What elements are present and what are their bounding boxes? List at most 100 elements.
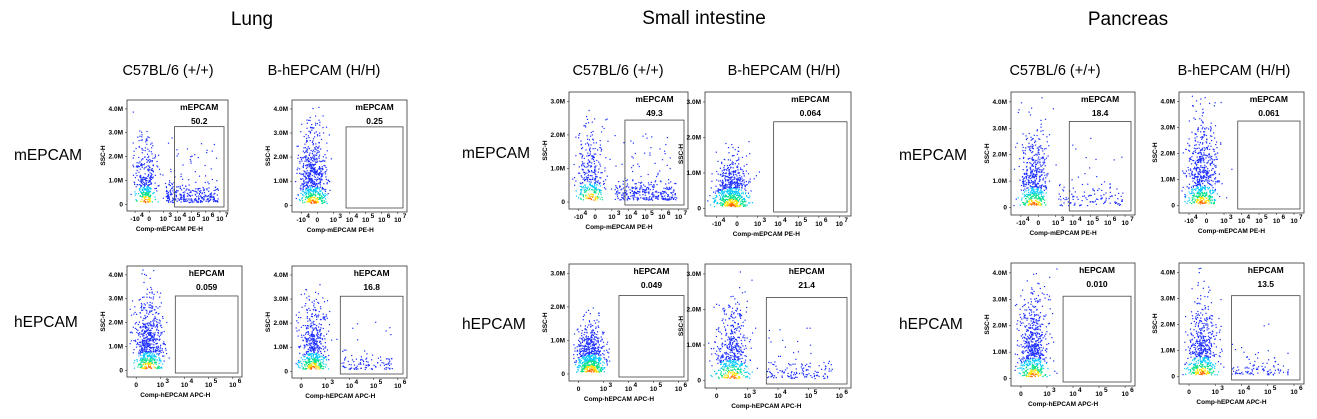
event-dot: [176, 155, 178, 157]
event-dot: [306, 189, 309, 191]
event-dot: [740, 204, 742, 206]
x-tick-exponent: 6: [403, 379, 407, 386]
event-dot: [739, 327, 742, 330]
event-dot: [295, 197, 297, 200]
x-tick-label: -10: [130, 216, 140, 223]
event-dot: [305, 155, 307, 157]
event-dot: [644, 185, 646, 187]
event-dot: [210, 192, 212, 194]
event-dot: [595, 178, 597, 180]
event-dot: [732, 320, 734, 322]
event-dot: [602, 364, 604, 366]
event-dot: [597, 331, 599, 333]
event-dot: [145, 330, 147, 332]
event-dot: [722, 359, 724, 361]
event-dot: [312, 193, 315, 195]
event-dot: [305, 141, 308, 143]
event-dot: [142, 191, 145, 193]
event-dot: [150, 362, 152, 364]
event-dot: [652, 196, 654, 198]
event-dot: [667, 195, 669, 198]
event-dot: [591, 134, 593, 136]
event-dot: [141, 341, 143, 343]
event-dot: [580, 140, 582, 142]
event-dot: [309, 361, 311, 363]
event-dot: [583, 340, 585, 342]
event-dot: [141, 200, 143, 202]
event-dot: [317, 358, 319, 360]
event-dot: [317, 198, 319, 200]
event-dot: [200, 200, 202, 202]
event-dot: [597, 339, 599, 341]
event-dot: [154, 174, 156, 176]
event-dot: [644, 192, 646, 194]
event-dot: [145, 353, 147, 355]
event-dot: [163, 330, 165, 333]
event-dot: [158, 154, 160, 156]
event-dot: [151, 355, 153, 357]
event-dot: [667, 198, 669, 200]
event-dot: [737, 182, 739, 184]
event-dot: [146, 340, 148, 342]
event-dot: [725, 358, 727, 360]
event-dot: [584, 171, 586, 173]
event-dot: [157, 347, 159, 349]
event-dot: [585, 342, 587, 344]
event-dot: [305, 167, 308, 169]
event-dot: [672, 194, 674, 196]
event-dot: [588, 371, 590, 373]
event-dot: [640, 185, 642, 187]
event-dot: [735, 309, 737, 312]
event-dot: [158, 185, 160, 187]
event-dot: [158, 357, 160, 359]
event-dot: [307, 320, 309, 322]
event-dot: [314, 306, 316, 309]
event-dot: [163, 355, 165, 357]
event-dot: [311, 338, 313, 340]
event-dot: [584, 345, 587, 347]
event-dot: [730, 180, 732, 182]
event-dot: [311, 194, 313, 197]
event-dot: [138, 171, 140, 173]
event-dot: [580, 366, 582, 368]
event-dot: [645, 199, 647, 201]
event-dot: [169, 199, 171, 201]
event-dot: [213, 189, 215, 192]
event-dot: [314, 148, 316, 150]
x-tick-label: 0: [147, 216, 151, 223]
event-dot: [140, 178, 142, 180]
event-dot: [597, 358, 600, 360]
event-dot: [737, 350, 739, 352]
event-dot: [623, 187, 625, 189]
event-dot: [314, 156, 316, 158]
event-dot: [161, 326, 163, 329]
event-dot: [172, 199, 174, 201]
event-dot: [587, 358, 589, 360]
event-dot: [586, 352, 588, 354]
event-dot: [313, 185, 315, 187]
event-dot: [371, 368, 373, 370]
event-dot: [364, 350, 366, 352]
event-dot: [585, 122, 587, 125]
event-dot: [312, 200, 314, 202]
event-dot: [751, 202, 754, 204]
event-dot: [729, 200, 731, 202]
event-dot: [147, 175, 149, 177]
event-dot: [719, 196, 722, 198]
event-dot: [139, 312, 141, 314]
event-dot: [315, 198, 317, 200]
event-dot: [142, 149, 144, 151]
event-dot: [595, 174, 597, 176]
event-dot: [306, 184, 309, 186]
event-dot: [589, 153, 591, 155]
y-tick-label: 1.0M: [687, 170, 701, 177]
event-dot: [594, 370, 596, 372]
event-dot: [580, 192, 582, 194]
event-dot: [584, 370, 586, 372]
event-dot: [149, 161, 151, 163]
event-dot: [145, 195, 147, 197]
event-dot: [728, 305, 730, 307]
event-dot: [647, 191, 650, 193]
event-dot: [316, 188, 318, 190]
event-dot: [732, 182, 734, 184]
